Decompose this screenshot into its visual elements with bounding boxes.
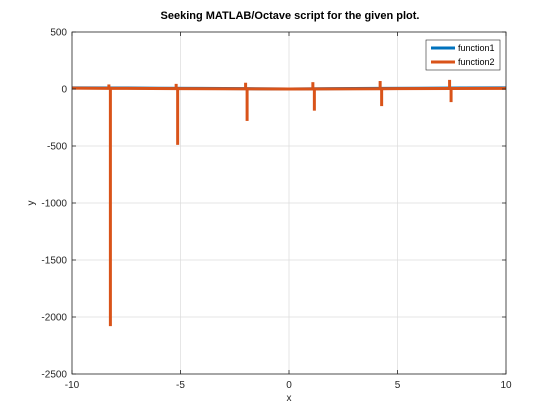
legend: function1 function2 (425, 39, 501, 71)
x-tick-label: -10 (65, 380, 80, 391)
x-tick-label: 0 (286, 380, 292, 391)
y-tick-label: 0 (61, 85, 67, 96)
series-function2-line (71, 86, 507, 91)
y-axis-label: y (26, 201, 37, 206)
tick-marks (71, 31, 507, 375)
y-tick-label: -2500 (41, 370, 67, 381)
y-tick-label: -1000 (41, 199, 67, 210)
x-tick-label: 10 (500, 380, 512, 391)
x-axis-label: x (287, 393, 292, 404)
chart-title: Seeking MATLAB/Octave script for the giv… (161, 10, 420, 22)
plot-area (71, 31, 507, 375)
series-layer (71, 79, 507, 327)
x-tick-label: -5 (176, 380, 185, 391)
legend-label-function1: function1 (458, 43, 495, 53)
legend-label-function2: function2 (458, 57, 495, 67)
y-tick-label: -1500 (41, 256, 67, 267)
y-tick-label: -2000 (41, 313, 67, 324)
x-tick-label: 5 (395, 380, 401, 391)
legend-box (425, 39, 501, 71)
y-tick-label: 500 (50, 28, 67, 39)
y-tick-label: -500 (47, 142, 67, 153)
